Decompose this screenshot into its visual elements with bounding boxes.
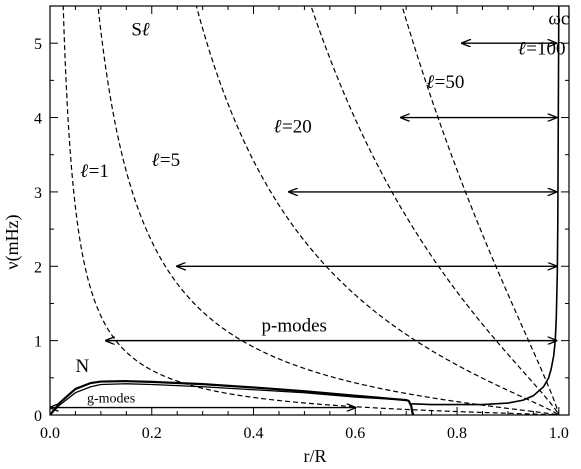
p-mode-l1-label: p-modes	[262, 316, 327, 337]
x-tick-label: 0.2	[142, 425, 162, 442]
y-tick-label: 5	[34, 36, 42, 53]
y-tick-label: 2	[34, 259, 42, 276]
lamb-label-l1: ℓ=1	[81, 161, 109, 182]
y-tick-label: 4	[34, 111, 42, 128]
axis-ticks: 0.0 0.2 0.4 0.6 0.8 1.0 0 1 2 3 4 5	[34, 6, 569, 442]
lamb-label-l5: ℓ=5	[152, 150, 180, 171]
x-tick-label: 1.0	[549, 425, 569, 442]
lamb-frequency-label: Sℓ	[131, 20, 150, 41]
lamb-curve-l1	[62, 6, 559, 415]
y-tick-label: 1	[34, 334, 42, 351]
y-tick-label: 3	[34, 185, 42, 202]
lamb-label-l100: ℓ=100	[518, 38, 565, 59]
lamb-curve-l50	[310, 6, 560, 415]
lamb-curve-l20	[195, 6, 560, 415]
plot-area	[50, 6, 560, 415]
g-modes-label: g-modes	[87, 392, 135, 407]
y-axis-title: ν(mHz)	[2, 214, 23, 269]
acoustic-cutoff-curve	[411, 6, 560, 406]
axes-frame	[49, 5, 570, 416]
lamb-curve-l5	[97, 6, 559, 415]
chart-labels: ℓ=1 ℓ=5 ℓ=20 ℓ=50 ℓ=100 Sℓ Nωc g-modes p-modes	[75, 9, 569, 407]
y-tick-label: 0	[34, 408, 42, 425]
x-axis-title: r/R	[303, 446, 326, 466]
x-tick-label: 0.8	[447, 425, 467, 442]
x-tick-label: 0.0	[40, 425, 60, 442]
x-tick-label: 0.4	[244, 425, 264, 442]
buoyancy-frequency-curve	[50, 380, 415, 415]
x-tick-label: 0.6	[345, 425, 365, 442]
buoyancy-frequency-label: N	[75, 356, 89, 377]
lamb-label-l20: ℓ=20	[274, 116, 312, 137]
lamb-label-l50: ℓ=50	[427, 72, 465, 93]
buoyancy-frequency-inner-curve	[50, 383, 407, 415]
acoustic-cutoff-label: ωc	[548, 9, 569, 30]
plot-frame	[49, 5, 570, 416]
lamb-curve-l100	[401, 6, 560, 415]
